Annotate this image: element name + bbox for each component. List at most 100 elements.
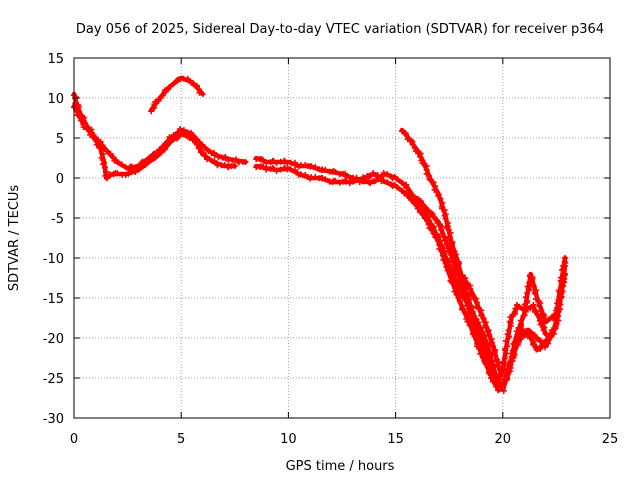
data-point bbox=[175, 134, 182, 141]
data-point bbox=[532, 290, 539, 297]
data-point bbox=[190, 80, 197, 87]
data-point bbox=[399, 128, 405, 135]
data-point bbox=[152, 98, 159, 105]
data-point bbox=[442, 215, 449, 222]
data-point bbox=[521, 312, 528, 319]
data-point bbox=[488, 371, 494, 378]
series-track-8 bbox=[448, 251, 504, 377]
data-point bbox=[380, 170, 387, 176]
data-point bbox=[497, 371, 504, 377]
data-point bbox=[343, 178, 350, 185]
data-point bbox=[443, 264, 450, 270]
data-point bbox=[449, 258, 456, 265]
data-point bbox=[505, 327, 512, 334]
data-point bbox=[89, 133, 96, 139]
data-point bbox=[530, 305, 536, 312]
data-point bbox=[350, 178, 357, 185]
data-point bbox=[204, 156, 210, 163]
data-point bbox=[419, 201, 426, 208]
data-point bbox=[73, 107, 80, 114]
data-point bbox=[412, 148, 419, 155]
data-point bbox=[312, 164, 319, 170]
data-point bbox=[484, 362, 491, 369]
data-point bbox=[162, 87, 168, 94]
data-point bbox=[411, 200, 418, 207]
data-point bbox=[128, 163, 135, 170]
data-point bbox=[476, 345, 483, 352]
y-tick-label: -30 bbox=[43, 412, 64, 427]
data-point bbox=[166, 138, 173, 144]
data-point bbox=[490, 343, 497, 349]
data-point bbox=[145, 158, 152, 165]
data-point bbox=[409, 141, 416, 148]
data-point bbox=[495, 363, 502, 370]
y-tick-label: 0 bbox=[56, 172, 64, 187]
data-point bbox=[260, 157, 267, 164]
data-point bbox=[469, 315, 476, 322]
data-point bbox=[469, 320, 476, 327]
data-point bbox=[496, 385, 503, 392]
y-tick-label: -25 bbox=[43, 372, 64, 387]
data-point bbox=[486, 331, 492, 338]
data-point bbox=[370, 170, 377, 177]
data-point bbox=[384, 179, 391, 186]
data-point bbox=[132, 169, 139, 175]
data-point bbox=[430, 230, 437, 237]
data-point bbox=[516, 303, 523, 310]
data-point bbox=[470, 323, 477, 330]
data-point bbox=[504, 331, 511, 338]
x-tick-label: 10 bbox=[280, 432, 297, 447]
data-point bbox=[503, 338, 509, 345]
data-point bbox=[404, 193, 411, 199]
data-point bbox=[430, 213, 436, 220]
data-point bbox=[504, 343, 511, 350]
data-point bbox=[194, 82, 200, 89]
data-point bbox=[537, 307, 544, 314]
data-point bbox=[346, 180, 353, 186]
data-point bbox=[430, 179, 437, 186]
data-point bbox=[560, 276, 567, 283]
data-point bbox=[242, 159, 249, 165]
data-point bbox=[332, 169, 339, 176]
data-point bbox=[205, 148, 212, 154]
data-point bbox=[332, 178, 339, 185]
data-point bbox=[426, 225, 433, 232]
data-point bbox=[263, 160, 270, 167]
data-point bbox=[545, 316, 552, 323]
data-point bbox=[528, 279, 535, 286]
data-point bbox=[322, 176, 329, 183]
data-point bbox=[536, 303, 543, 310]
data-point bbox=[417, 209, 424, 216]
series-track-7 bbox=[414, 195, 549, 389]
data-point bbox=[473, 295, 479, 302]
data-point bbox=[519, 326, 526, 333]
data-point bbox=[74, 112, 81, 119]
data-point bbox=[336, 179, 343, 186]
data-point bbox=[370, 178, 377, 185]
data-point bbox=[501, 378, 508, 385]
data-point bbox=[135, 166, 142, 173]
series-track-3 bbox=[148, 75, 206, 115]
data-point bbox=[524, 283, 531, 290]
chart-title: Day 056 of 2025, Sidereal Day-to-day VTE… bbox=[76, 22, 604, 37]
data-point bbox=[195, 145, 202, 152]
data-point bbox=[482, 356, 489, 363]
data-point bbox=[443, 241, 450, 248]
data-point bbox=[424, 208, 430, 215]
data-point bbox=[319, 175, 326, 181]
data-point bbox=[403, 189, 410, 196]
data-point bbox=[534, 336, 541, 343]
y-tick-label: 15 bbox=[47, 52, 64, 67]
data-point bbox=[201, 144, 208, 151]
data-point bbox=[414, 196, 420, 203]
data-point bbox=[561, 263, 568, 269]
data-point bbox=[103, 168, 110, 175]
data-point bbox=[403, 131, 409, 138]
x-tick-label: 20 bbox=[495, 432, 512, 447]
data-point bbox=[212, 151, 218, 158]
data-point bbox=[159, 92, 166, 99]
data-point bbox=[102, 164, 108, 171]
data-point bbox=[78, 117, 84, 124]
